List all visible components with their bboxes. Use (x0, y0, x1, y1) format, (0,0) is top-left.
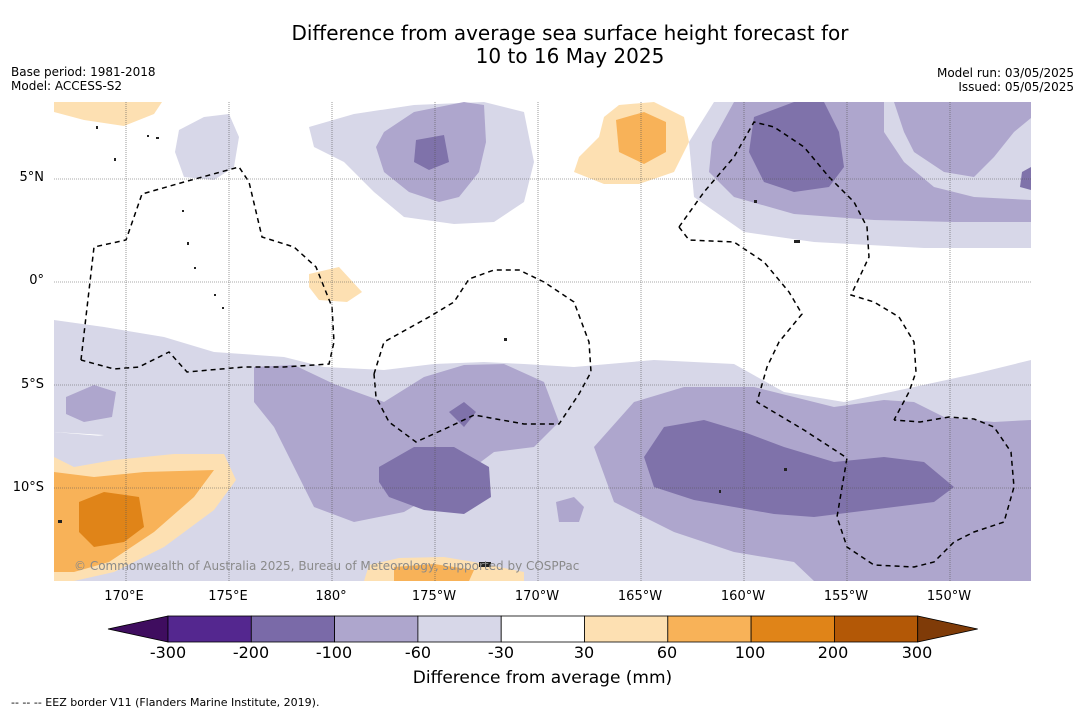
colorbar-segment (167, 615, 252, 643)
sea-surface-height-map (54, 102, 1031, 581)
lat-label-10s: 10°S (12, 480, 44, 495)
colorbar-tick: -30 (487, 643, 515, 662)
island (114, 158, 116, 161)
metadata-right: Model run: 03/05/2025 Issued: 05/05/2025 (937, 66, 1074, 94)
lat-label-5n: 5°N (19, 170, 45, 185)
colorbar-tick: -200 (232, 643, 270, 662)
contour-small-dark (449, 402, 476, 427)
colorbar-tick: 60 (656, 643, 678, 662)
colorbar-tick: -60 (404, 643, 432, 662)
lon-label-165w: 165°W (617, 589, 663, 604)
colorbar-segment (667, 615, 752, 643)
colorbar-extend-high (917, 615, 978, 643)
colorbar-tick: -300 (149, 643, 187, 662)
eez-border-note: -- -- -- EEZ border V11 (Flanders Marine… (11, 696, 320, 709)
colorbar-extend-low (107, 615, 169, 643)
island (96, 126, 98, 129)
colorbar-label: Difference from average (mm) (412, 668, 673, 688)
island (58, 520, 62, 523)
island (214, 294, 216, 296)
colorbar-segment (750, 615, 835, 643)
island (754, 200, 757, 203)
island (156, 137, 159, 139)
lon-label-155w: 155°W (823, 589, 869, 604)
islands (58, 126, 800, 567)
colorbar (107, 615, 978, 643)
lon-label-170e: 170°E (104, 589, 144, 604)
contour-small-blob-mid (556, 497, 584, 522)
island (147, 135, 149, 137)
lon-label-160w: 160°W (720, 589, 766, 604)
eez-border (678, 121, 917, 421)
contour-north-center-dark (414, 135, 449, 170)
contour-south-center-mid (254, 364, 559, 522)
island (222, 307, 224, 309)
lon-label-175e: 175°E (208, 589, 248, 604)
issued-date: Issued: 05/05/2025 (958, 80, 1074, 94)
contour-north-west-positive (54, 102, 162, 126)
title-line-1: Difference from average sea surface heig… (291, 21, 849, 45)
contour-south-east-dark (644, 420, 954, 517)
lat-label-5s: 5°S (20, 377, 44, 392)
island (794, 240, 800, 243)
colorbar-segment (584, 615, 669, 643)
base-period: Base period: 1981-2018 (11, 65, 156, 79)
eez-border (678, 226, 1015, 568)
colorbar-segment (417, 615, 502, 643)
metadata-left: Base period: 1981-2018 Model: ACCESS-S2 (11, 65, 156, 93)
colorbar-tick: -100 (315, 643, 353, 662)
eez-border (373, 269, 592, 443)
colorbar-segment (500, 615, 585, 643)
colorbar-tick: 200 (817, 643, 849, 662)
contour-south-bottom-positive-strong (394, 564, 474, 581)
island (784, 468, 787, 471)
island (187, 242, 189, 245)
lat-label-0: 0° (29, 273, 44, 288)
model-run-date: Model run: 03/05/2025 (936, 66, 1074, 80)
island (182, 210, 184, 212)
colorbar-tick: 30 (573, 643, 595, 662)
lon-label-180: 180° (315, 589, 347, 604)
contour-north-west-light (175, 114, 239, 180)
island (194, 267, 196, 269)
eez-border (80, 166, 335, 373)
colorbar-segment (334, 615, 419, 643)
model-name: Model: ACCESS-S2 (11, 79, 123, 93)
lon-label-175w: 175°W (411, 589, 457, 604)
contour-south-west-positive-core (79, 492, 144, 547)
anomaly-contours (54, 102, 1031, 581)
colorbar-segment (250, 615, 336, 643)
colorbar-segment (834, 615, 919, 643)
contour-east-edge-dark (1020, 167, 1031, 190)
eez-borders (80, 121, 1015, 568)
colorbar-tick: 100 (734, 643, 766, 662)
lon-label-150w: 150°W (926, 589, 972, 604)
copyright-notice: © Commonwealth of Australia 2025, Bureau… (74, 559, 580, 573)
title-line-2: 10 to 16 May 2025 (475, 44, 665, 68)
lon-label-170w: 170°W (514, 589, 560, 604)
island (504, 338, 507, 341)
island (719, 490, 721, 493)
contour-north-east-dark (749, 102, 844, 192)
map-gridlines (54, 102, 1031, 581)
colorbar-tick: 300 (901, 643, 933, 662)
map-title: Difference from average sea surface heig… (0, 22, 1085, 68)
contour-equator-positive (309, 267, 362, 302)
island (479, 562, 491, 567)
contour-west-blob-mid (66, 385, 116, 422)
